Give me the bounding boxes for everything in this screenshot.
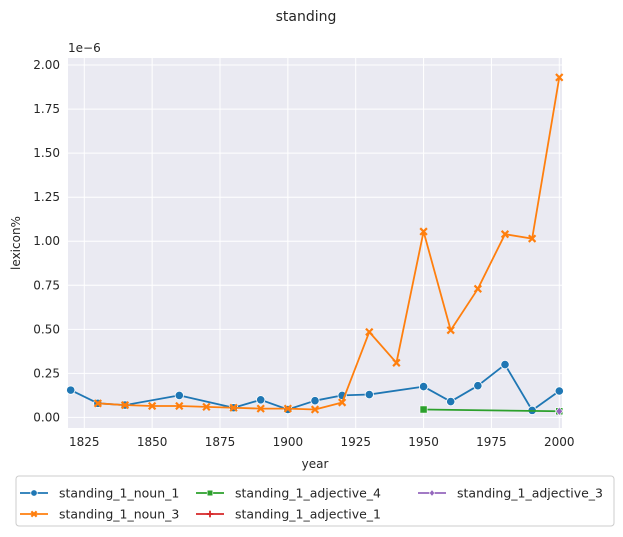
legend-label: standing_1_noun_3 — [59, 507, 179, 522]
legend-label: standing_1_adjective_3 — [457, 486, 603, 501]
data-point — [202, 402, 211, 411]
x-tick-label: 2000 — [544, 435, 575, 449]
x-tick-label: 1975 — [476, 435, 507, 449]
legend-entries: standing_1_noun_1 standing_1_noun_3 standi… — [20, 486, 603, 522]
series-standing_1_adjective_3 — [555, 406, 564, 416]
marker-stroke — [500, 230, 510, 239]
legend-marker — [428, 489, 436, 497]
data-point — [256, 395, 266, 405]
data-point — [174, 390, 184, 401]
marker-stroke — [148, 401, 157, 411]
legend-label: standing_1_adjective_4 — [235, 486, 381, 501]
y-tick-label: 0.75 — [33, 278, 60, 292]
marker-stroke — [392, 358, 401, 367]
data-point — [229, 403, 238, 412]
data-point — [338, 398, 347, 407]
series-group — [66, 73, 564, 416]
marker-stroke — [283, 404, 292, 413]
y-tick-label: 1.00 — [33, 234, 60, 248]
data-point — [175, 401, 184, 411]
data-point — [419, 227, 428, 236]
y-tick-label: 1.75 — [33, 102, 60, 116]
data-point — [528, 234, 537, 243]
x-tick-label: 1875 — [205, 435, 236, 449]
data-point — [446, 396, 456, 407]
data-point — [555, 406, 564, 416]
data-point — [93, 399, 102, 408]
data-point — [283, 404, 292, 413]
marker-stroke — [310, 405, 320, 414]
series-line — [423, 408, 560, 413]
marker-stroke — [30, 510, 38, 518]
data-point — [310, 396, 320, 406]
data-point — [120, 400, 130, 410]
marker-stroke — [446, 326, 455, 335]
data-point — [392, 358, 401, 367]
legend-item: standing_1_adjective_3 — [418, 486, 603, 501]
marker-stroke — [555, 73, 564, 82]
data-point — [148, 401, 157, 411]
legend-item: standing_1_adjective_1 — [196, 507, 381, 522]
marker-stroke — [419, 227, 428, 236]
legend: standing_1_noun_1 standing_1_noun_3 standi… — [15, 475, 615, 527]
marker-stroke — [256, 404, 265, 413]
data-point — [500, 230, 510, 239]
data-point — [500, 359, 510, 370]
x-axis-label: year — [302, 457, 329, 471]
x-tick-label: 1900 — [273, 435, 304, 449]
data-point — [66, 385, 76, 395]
y-tick-label: 1.50 — [33, 146, 60, 160]
legend-label: standing_1_noun_1 — [59, 486, 179, 501]
x-tick-label: 1825 — [69, 435, 100, 449]
marker-stroke — [202, 402, 211, 411]
data-point — [555, 73, 564, 82]
series-line — [97, 77, 561, 411]
y-axis-ticks: 0.00 0.25 0.50 0.75 1.00 1.25 1.50 1.75 2.00 — [33, 58, 60, 424]
data-point — [446, 326, 455, 335]
legend-item: standing_1_noun_3 — [20, 507, 179, 522]
data-point — [419, 405, 428, 414]
data-point — [418, 381, 429, 392]
data-point — [310, 405, 320, 414]
chart-title: standing — [276, 9, 337, 25]
data-point — [473, 381, 483, 391]
x-axis-ticks: 1825 1850 1875 1900 1925 1950 1975 2000 — [69, 435, 575, 449]
y-offset-label: 1e−6 — [68, 41, 101, 55]
legend-marker — [30, 510, 38, 518]
legend-marker — [30, 489, 38, 497]
marker-stroke — [93, 399, 102, 408]
x-tick-label: 1925 — [340, 435, 371, 449]
legend-marker — [206, 489, 214, 497]
data-point — [473, 284, 482, 293]
legend-marker — [206, 510, 214, 518]
series-line — [70, 363, 560, 412]
marker-stroke — [229, 403, 238, 412]
marker-stroke — [528, 234, 537, 243]
y-tick-label: 0.25 — [33, 366, 60, 380]
marker-stroke — [473, 284, 482, 293]
x-tick-label: 1850 — [137, 435, 168, 449]
y-axis-label: lexicon% — [9, 216, 23, 270]
x-tick-label: 1950 — [408, 435, 439, 449]
y-tick-label: 0.00 — [33, 410, 60, 424]
legend-label: standing_1_adjective_1 — [235, 507, 381, 522]
legend-item: standing_1_noun_1 — [20, 486, 179, 501]
y-tick-label: 1.25 — [33, 190, 60, 204]
marker-stroke — [338, 398, 347, 407]
data-point — [365, 327, 374, 337]
legend-item: standing_1_adjective_4 — [196, 486, 381, 501]
marker-stroke — [175, 401, 184, 411]
marker-stroke — [120, 400, 130, 410]
data-point — [256, 404, 265, 413]
legend-box — [15, 475, 615, 527]
marker-stroke — [365, 327, 374, 337]
grid — [68, 58, 562, 428]
y-tick-label: 2.00 — [33, 58, 60, 72]
y-tick-label: 0.50 — [33, 322, 60, 336]
data-point — [364, 389, 374, 400]
data-point — [554, 386, 564, 396]
series-standing_1_noun_3 — [93, 73, 564, 414]
plot-area — [68, 58, 562, 428]
